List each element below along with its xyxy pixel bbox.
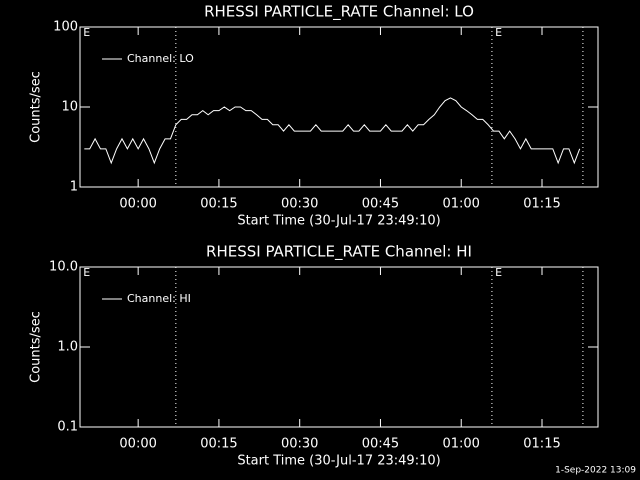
annotation: E xyxy=(83,266,90,279)
plot-frame xyxy=(79,266,599,428)
footer: 1-Sep-2022 13:09 xyxy=(555,466,636,476)
chart-title: RHESSI PARTICLE_RATE Channel: HI xyxy=(206,243,472,262)
annotation: E xyxy=(495,26,502,39)
y-tick-label: 10 xyxy=(61,100,78,115)
y-axis-label: Counts/sec xyxy=(29,311,44,383)
x-axis-label: Start Time (30-Jul-17 23:49:10) xyxy=(237,454,440,469)
x-tick-label: 00:45 xyxy=(362,197,399,212)
legend-label: Channel: HI xyxy=(127,292,191,305)
y-tick-label: 1 xyxy=(70,180,78,195)
y-axis-label: Counts/sec xyxy=(29,71,44,143)
x-tick-label: 00:45 xyxy=(362,437,399,452)
x-tick-label: 00:30 xyxy=(281,197,318,212)
y-tick-label: 1.0 xyxy=(57,340,78,355)
x-tick-label: 01:15 xyxy=(523,437,560,452)
x-tick-label: 01:15 xyxy=(523,197,560,212)
x-tick-label: 00:15 xyxy=(200,437,237,452)
y-tick-label: 10.0 xyxy=(49,260,78,275)
annotation: E xyxy=(83,26,90,39)
chart-title: RHESSI PARTICLE_RATE Channel: LO xyxy=(204,3,474,22)
x-tick-label: 01:00 xyxy=(442,197,479,212)
x-tick-label: 00:00 xyxy=(119,197,156,212)
y-tick-label: 100 xyxy=(53,20,78,35)
plot-frame xyxy=(79,26,599,188)
x-axis-label: Start Time (30-Jul-17 23:49:10) xyxy=(237,214,440,229)
y-tick-label: 0.1 xyxy=(57,420,78,435)
legend-label: Channel: LO xyxy=(127,52,194,65)
x-tick-label: 00:30 xyxy=(281,437,318,452)
x-tick-label: 00:00 xyxy=(119,437,156,452)
data-line xyxy=(84,97,581,165)
x-tick-label: 00:15 xyxy=(200,197,237,212)
annotation: E xyxy=(495,266,502,279)
x-tick-label: 01:00 xyxy=(442,437,479,452)
